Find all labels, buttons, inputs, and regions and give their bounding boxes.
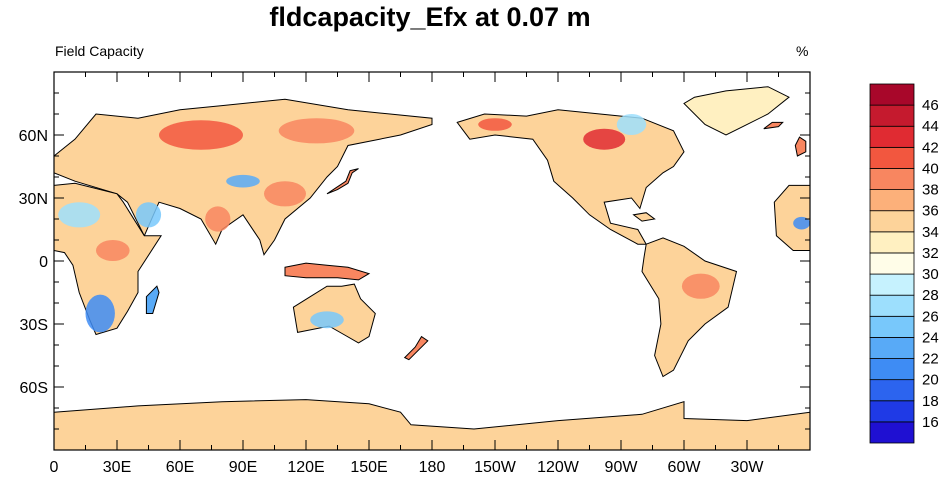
colorbar-box [869, 337, 915, 359]
colorbar-label: 36 [922, 203, 939, 220]
colorbar-box [869, 146, 915, 169]
land-britain [794, 136, 807, 157]
colorbar-label: 44 [922, 118, 939, 135]
patch-australia-blue [310, 311, 344, 329]
x-tick-label: 30E [103, 459, 131, 476]
land-indonesia [284, 262, 371, 281]
x-tick-label: 120W [537, 459, 580, 476]
x-tick-label: 180 [419, 459, 446, 476]
colorbar-label: 18 [922, 393, 939, 410]
x-tick-label: 60W [668, 459, 702, 476]
colorbar-label: 16 [922, 414, 939, 431]
land-greenland [683, 86, 790, 136]
land-west-africa-edge [773, 184, 810, 251]
colorbar-box [869, 83, 915, 106]
x-tick-labels: 0 30E 60E 90E 120E 150E 180 150W 120W 90W 60W 30W [50, 459, 765, 476]
colorbar-label: 32 [922, 245, 939, 262]
variable-long-name: Field Capacity [55, 43, 144, 59]
x-tick-label: 150W [474, 459, 517, 476]
colorbar-label: 34 [922, 224, 939, 241]
patch-east-siberia-red [278, 118, 355, 144]
field-patches-layer [58, 114, 810, 333]
patch-southern-africa-blue [85, 294, 115, 333]
y-tick-label: 30S [20, 317, 48, 334]
patch-canada-red [583, 128, 626, 150]
y-tick-label: 0 [39, 254, 48, 271]
colorbar-box [869, 421, 915, 444]
y-tick-label: 60N [19, 128, 48, 145]
colorbar-box [869, 379, 915, 402]
patch-hudson-blue [616, 114, 647, 135]
x-tick-label: 120E [287, 459, 324, 476]
land-south-america [641, 237, 738, 378]
patch-east-africa-red [96, 240, 130, 261]
colorbar-box [869, 273, 915, 296]
land-antarctica [54, 399, 810, 450]
patch-siberia-red [159, 120, 243, 150]
colorbar-label: 40 [922, 161, 939, 178]
colorbar-box [869, 315, 915, 338]
x-tick-label: 90E [229, 459, 257, 476]
land-madagascar [145, 285, 160, 314]
x-tick-label: 90W [605, 459, 639, 476]
chart-title: fldcapacity_Efx at 0.07 m [269, 2, 591, 32]
colorbar-label: 22 [922, 351, 939, 368]
x-tick-label: 150E [350, 459, 387, 476]
colorbar-label: 30 [922, 266, 939, 283]
land-japan [326, 168, 359, 195]
colorbar-label: 26 [922, 308, 939, 325]
patch-central-asia-blue [226, 174, 260, 188]
y-tick-label: 30N [19, 191, 48, 208]
colorbar-label: 42 [922, 139, 939, 156]
colorbar-label: 28 [922, 287, 939, 304]
y-tick-labels: 60N 30N 0 30S 60S [19, 128, 48, 397]
patch-alaska-red [478, 118, 512, 131]
colorbar: 16 18 20 22 24 26 28 30 32 34 36 38 40 42 44 46 [869, 83, 939, 444]
patch-brazil-red [681, 273, 720, 299]
patch-china-red [264, 181, 306, 207]
patch-west-africa-blue [793, 216, 810, 230]
land-iceland [763, 121, 784, 130]
colorbar-box [869, 358, 915, 381]
axis-ticks [53, 72, 810, 450]
patch-sahara-blue [58, 202, 101, 228]
colorbar-box [869, 189, 915, 212]
patch-arabia-blue [135, 202, 162, 228]
colorbar-label: 46 [922, 97, 939, 114]
colorbar-box [869, 168, 915, 190]
y-tick-label: 60S [20, 380, 48, 397]
colorbar-label: 20 [922, 372, 939, 389]
colorbar-box [869, 231, 915, 254]
x-tick-label: 60E [166, 459, 194, 476]
colorbar-box [869, 125, 915, 148]
land-cuba [632, 212, 656, 222]
land-new-zealand [403, 335, 429, 361]
colorbar-box [869, 400, 915, 423]
colorbar-label: 24 [922, 329, 939, 346]
x-tick-label: 30W [731, 459, 765, 476]
map-frame [53, 71, 811, 451]
x-tick-label: 0 [50, 459, 59, 476]
colorbar-box [869, 294, 915, 317]
units-label: % [796, 43, 809, 59]
patch-india-red [205, 206, 231, 232]
colorbar-label: 38 [922, 182, 939, 199]
land-north-america [456, 109, 685, 245]
colorbar-box [869, 210, 915, 233]
colorbar-box [869, 104, 915, 127]
colorbar-box [869, 252, 915, 275]
